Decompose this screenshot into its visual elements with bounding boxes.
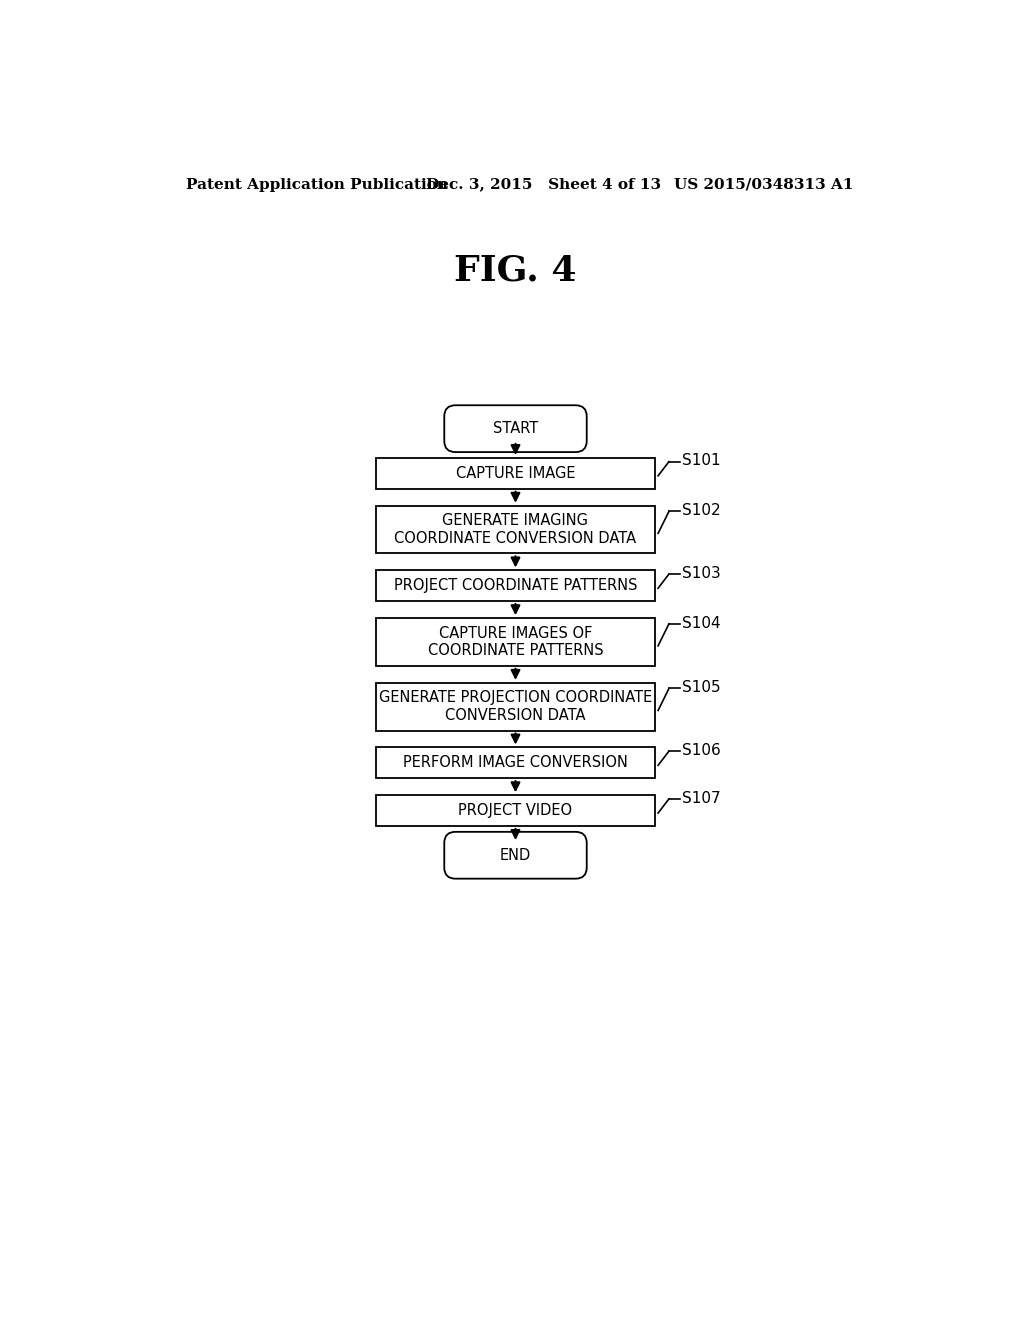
Bar (376, 795, 655, 826)
Bar (376, 570, 655, 601)
Text: START: START (493, 421, 539, 436)
Text: GENERATE IMAGING
COORDINATE CONVERSION DATA: GENERATE IMAGING COORDINATE CONVERSION D… (394, 513, 637, 545)
Text: PERFORM IMAGE CONVERSION: PERFORM IMAGE CONVERSION (403, 755, 628, 771)
Text: GENERATE PROJECTION COORDINATE
CONVERSION DATA: GENERATE PROJECTION COORDINATE CONVERSIO… (379, 690, 652, 723)
Text: END: END (500, 847, 531, 863)
Text: S104: S104 (682, 615, 721, 631)
Text: CAPTURE IMAGES OF
COORDINATE PATTERNS: CAPTURE IMAGES OF COORDINATE PATTERNS (428, 626, 603, 659)
Text: US 2015/0348313 A1: US 2015/0348313 A1 (675, 178, 854, 191)
Text: Patent Application Publication: Patent Application Publication (186, 178, 449, 191)
Text: Dec. 3, 2015   Sheet 4 of 13: Dec. 3, 2015 Sheet 4 of 13 (426, 178, 662, 191)
Bar (376, 682, 655, 730)
Text: S102: S102 (682, 503, 721, 519)
Text: S107: S107 (682, 791, 721, 805)
Bar (376, 618, 655, 665)
FancyBboxPatch shape (444, 832, 587, 879)
Text: FIG. 4: FIG. 4 (455, 253, 577, 286)
Text: S103: S103 (682, 566, 721, 581)
Text: S106: S106 (682, 743, 721, 758)
Bar (376, 506, 655, 553)
Text: CAPTURE IMAGE: CAPTURE IMAGE (456, 466, 575, 480)
Text: PROJECT VIDEO: PROJECT VIDEO (459, 803, 572, 818)
Text: PROJECT COORDINATE PATTERNS: PROJECT COORDINATE PATTERNS (394, 578, 637, 593)
Text: S101: S101 (682, 453, 721, 469)
Bar (376, 458, 655, 488)
Bar (376, 747, 655, 779)
Text: S105: S105 (682, 680, 721, 696)
FancyBboxPatch shape (444, 405, 587, 451)
